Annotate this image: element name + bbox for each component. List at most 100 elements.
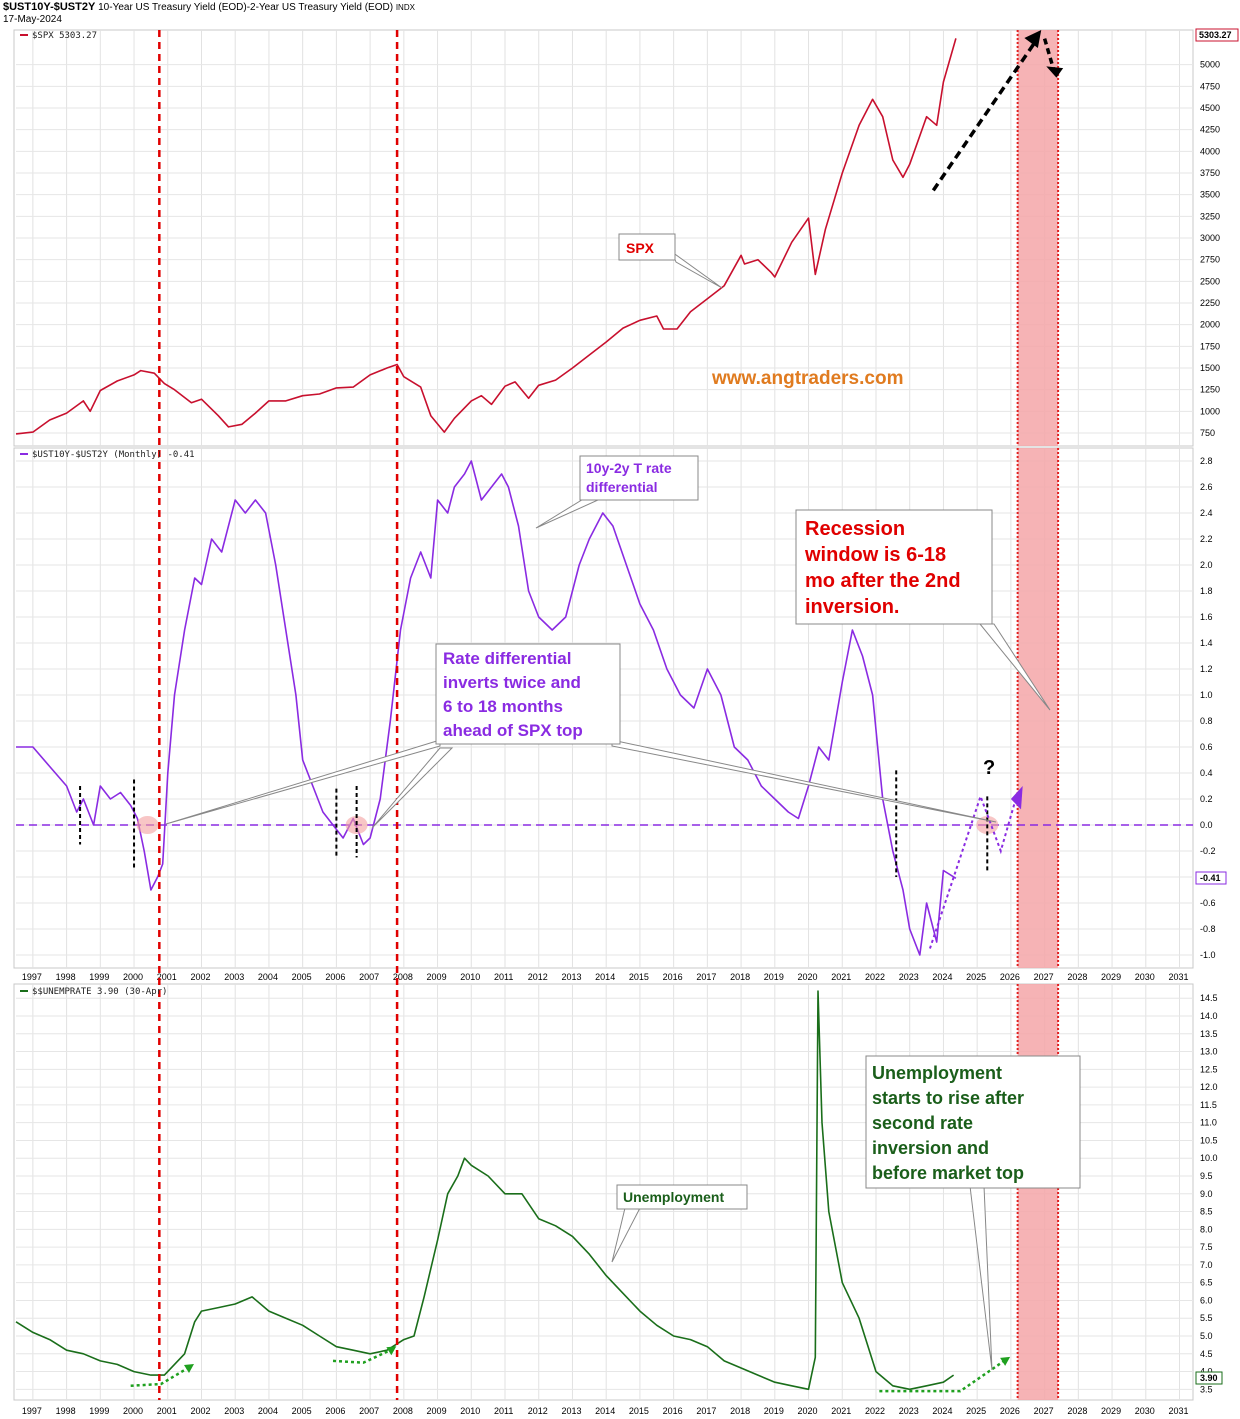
y-tick-label: 0.2 <box>1200 794 1213 804</box>
x-tick-label: 2000 <box>123 972 143 982</box>
y-tick-label: 0.8 <box>1200 716 1213 726</box>
chart-date: 17-May-2024 <box>3 14 62 25</box>
x-tick-label: 2002 <box>190 1406 210 1416</box>
x-tick-label: 2007 <box>359 1406 379 1416</box>
recession-window <box>1017 30 1059 446</box>
x-tick-label: 2014 <box>595 972 615 982</box>
unemployment-last-value-badge: 3.90 <box>1195 1371 1223 1385</box>
x-tick-label: 2015 <box>629 1406 649 1416</box>
x-tick-label: 2024 <box>932 1406 952 1416</box>
unemployment-rise-callout: Unemployment starts to rise after second… <box>865 1055 1081 1371</box>
y-tick-label: 1.4 <box>1200 638 1213 648</box>
inversion-line1: Rate differential <box>443 649 571 668</box>
x-tick-label: 2004 <box>258 1406 278 1416</box>
x-tick-label: 2025 <box>966 1406 986 1416</box>
inversion-line4: ahead of SPX top <box>443 721 583 740</box>
x-tick-label: 2027 <box>1034 1406 1054 1416</box>
x-tick-label: 2011 <box>494 972 513 982</box>
series-line-spread <box>16 460 957 956</box>
y-tick-label: 2000 <box>1200 320 1220 330</box>
x-tick-label: 2001 <box>157 1406 177 1416</box>
x-tick-label: 2002 <box>190 972 210 982</box>
spx-decline-arrowhead <box>1046 66 1064 78</box>
unemployment-last-value: 3.90 <box>1200 1373 1218 1383</box>
x-tick-label: 2008 <box>393 972 413 982</box>
recession-line3: mo after the 2nd <box>805 570 961 592</box>
rise-line1: Unemployment <box>872 1063 1002 1083</box>
y-tick-label: 0.4 <box>1200 768 1213 778</box>
spx-legend-text: $SPX 5303.27 <box>32 31 97 41</box>
y-tick-label: -0.2 <box>1200 846 1216 856</box>
y-tick-label: 4250 <box>1200 125 1220 135</box>
unemployment-trend-arrowhead <box>1000 1356 1011 1366</box>
x-tick-label: 2022 <box>865 1406 885 1416</box>
question-mark: ? <box>983 757 995 779</box>
y-tick-label: 2.2 <box>1200 534 1213 544</box>
spread-last-value-badge: -0.41 <box>1195 871 1227 885</box>
y-tick-label: 9.0 <box>1200 1189 1213 1199</box>
y-tick-label: 4000 <box>1200 146 1220 156</box>
spx-legend: $SPX 5303.27 <box>20 31 97 41</box>
x-tick-label: 2008 <box>393 1406 413 1416</box>
spread-last-value: -0.41 <box>1200 873 1221 883</box>
inversion-line3: 6 to 18 months <box>443 697 563 716</box>
y-tick-label: 11.0 <box>1200 1118 1217 1128</box>
unemployment-callout: Unemployment <box>611 1184 748 1263</box>
spread-legend-text: $UST10Y-$UST2Y (Monthly) -0.41 <box>32 450 195 460</box>
y-tick-label: 7.0 <box>1200 1260 1213 1270</box>
rise-line5: before market top <box>872 1163 1024 1183</box>
y-tick-label: 1.6 <box>1200 612 1213 622</box>
chart-exchange: INDX <box>395 3 415 12</box>
x-tick-label: 2006 <box>325 1406 345 1416</box>
x-tick-label: 2001 <box>157 972 177 982</box>
inversion-callout: Rate differential inverts twice and 6 to… <box>165 643 997 829</box>
y-tick-label: 5.0 <box>1200 1331 1213 1341</box>
rise-line3: second rate <box>872 1113 973 1133</box>
x-tick-label: 2019 <box>764 1406 784 1416</box>
x-tick-label: 1998 <box>56 1406 76 1416</box>
spread-forecast-path <box>928 792 1019 949</box>
y-tick-label: 3000 <box>1200 233 1220 243</box>
y-tick-label: 13.5 <box>1200 1029 1218 1039</box>
x-tick-label: 2029 <box>1101 1406 1121 1416</box>
x-tick-label: 1997 <box>22 1406 42 1416</box>
chart-symbol: $UST10Y-$UST2Y <box>3 1 96 13</box>
y-tick-label: 12.0 <box>1200 1082 1218 1092</box>
y-tick-label: 2.8 <box>1200 456 1213 466</box>
y-tick-label: 5.5 <box>1200 1313 1213 1323</box>
y-tick-label: 2.0 <box>1200 560 1213 570</box>
x-tick-label: 1999 <box>89 1406 109 1416</box>
y-tick-label: 6.5 <box>1200 1278 1213 1288</box>
unemployment-label: Unemployment <box>623 1189 724 1205</box>
y-tick-label: 1250 <box>1200 385 1220 395</box>
x-tick-label: 2016 <box>663 1406 683 1416</box>
y-tick-label: 5000 <box>1200 60 1220 70</box>
x-tick-label: 2023 <box>899 972 919 982</box>
x-tick-label: 2025 <box>966 972 986 982</box>
differential-label-line2: differential <box>586 479 658 495</box>
y-tick-label: 0.0 <box>1200 820 1213 830</box>
x-tick-label: 2017 <box>696 1406 716 1416</box>
x-tick-label: 2030 <box>1135 972 1155 982</box>
x-tick-label: 2003 <box>224 972 244 982</box>
x-tick-label: 1999 <box>89 972 109 982</box>
rise-line4: inversion and <box>872 1138 989 1158</box>
x-tick-label: 1998 <box>56 972 76 982</box>
unemployment-trend-arrowhead <box>183 1364 194 1373</box>
y-tick-label: 3.5 <box>1200 1384 1213 1394</box>
x-tick-label: 1997 <box>22 972 42 982</box>
x-tick-label: 2005 <box>292 972 312 982</box>
x-tick-label: 2006 <box>325 972 345 982</box>
unemployment-legend: $$UNEMPRATE 3.90 (30-Apr) <box>20 987 167 997</box>
y-tick-label: 0.6 <box>1200 742 1213 752</box>
x-tick-label: 2026 <box>1000 972 1020 982</box>
chart-description: 10-Year US Treasury Yield (EOD)-2-Year U… <box>98 2 394 13</box>
recession-line4: inversion. <box>805 596 899 618</box>
x-tick-label: 2014 <box>595 1406 615 1416</box>
recession-window-layer <box>1016 30 1060 1400</box>
x-tick-label: 2015 <box>629 972 649 982</box>
x-tick-label: 2022 <box>865 972 885 982</box>
x-tick-label: 2026 <box>1000 1406 1020 1416</box>
differential-callout: 10y-2y T rate differential <box>535 455 699 529</box>
x-tick-label: 2009 <box>427 1406 447 1416</box>
